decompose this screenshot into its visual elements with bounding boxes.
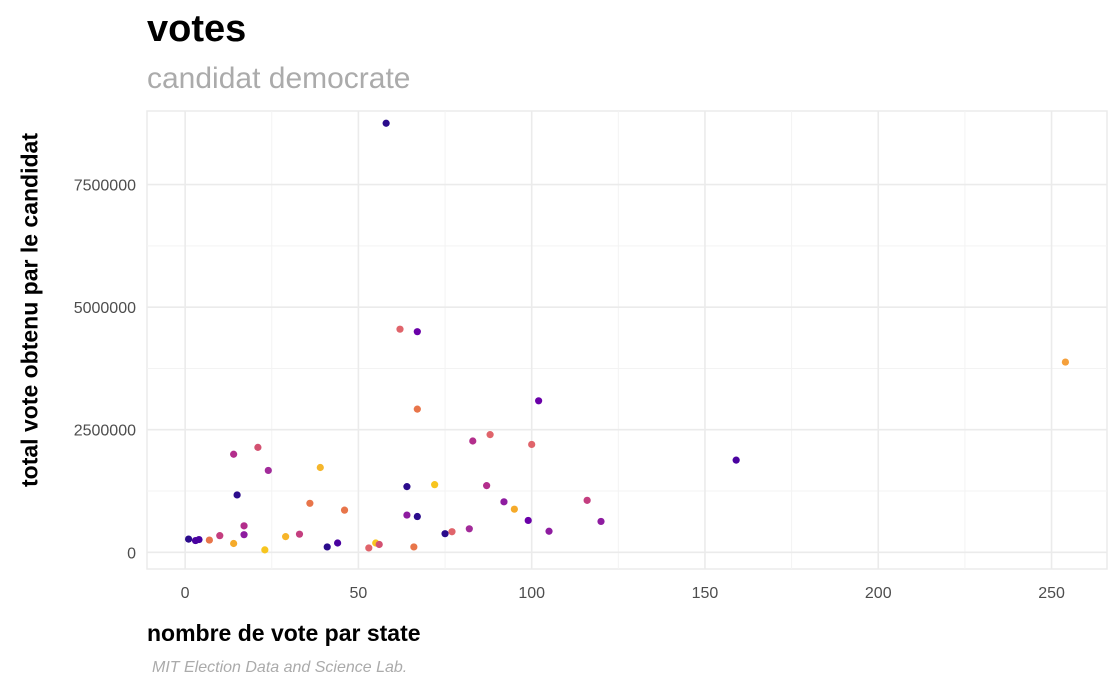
data-point xyxy=(486,431,494,439)
x-tick-label: 100 xyxy=(518,585,545,602)
data-point xyxy=(340,506,349,514)
y-tick-label: 5000000 xyxy=(74,300,136,317)
data-point xyxy=(732,456,740,464)
chart-caption: MIT Election Data and Science Lab. xyxy=(152,659,408,676)
x-axis-label: nombre de vote par state xyxy=(147,620,421,646)
y-tick-label: 2500000 xyxy=(74,423,136,440)
data-point xyxy=(306,499,314,507)
data-point xyxy=(597,517,605,526)
data-point xyxy=(323,543,331,551)
data-point xyxy=(413,328,421,336)
data-point xyxy=(528,440,536,449)
data-points xyxy=(184,119,1070,554)
data-point xyxy=(535,397,543,405)
data-point xyxy=(524,516,532,525)
data-point xyxy=(410,543,418,551)
data-point xyxy=(396,325,404,333)
data-point xyxy=(403,511,411,519)
data-point xyxy=(545,527,553,535)
data-point xyxy=(441,530,449,538)
grid-lines xyxy=(147,111,1107,569)
chart-title: votes xyxy=(147,8,247,50)
data-point xyxy=(216,532,224,540)
x-tick-label: 250 xyxy=(1038,585,1065,602)
data-point xyxy=(261,546,269,554)
data-point xyxy=(230,450,238,458)
data-point xyxy=(230,539,238,548)
x-tick-label: 200 xyxy=(865,585,892,602)
data-point xyxy=(469,437,477,445)
data-point xyxy=(1061,358,1070,366)
data-point xyxy=(583,496,591,504)
data-point xyxy=(205,536,213,544)
data-point xyxy=(240,522,248,530)
data-point xyxy=(282,533,290,541)
data-point xyxy=(413,512,421,521)
x-tick-label: 150 xyxy=(692,585,719,602)
data-point xyxy=(448,528,456,536)
data-point xyxy=(413,405,421,413)
data-point xyxy=(403,483,411,491)
data-point xyxy=(264,466,272,475)
data-point xyxy=(483,482,491,490)
x-axis-ticks: 0 50 100 150 200 250 xyxy=(181,585,1065,602)
data-point xyxy=(465,525,473,533)
data-point xyxy=(382,119,390,127)
chart-subtitle: candidat democrate xyxy=(147,62,411,95)
data-point xyxy=(195,535,203,544)
data-point xyxy=(334,539,342,547)
data-point xyxy=(295,530,304,538)
y-tick-label: 7500000 xyxy=(74,178,136,195)
y-tick-label: 0 xyxy=(127,545,136,562)
y-axis-ticks: 0 2500000 5000000 7500000 xyxy=(74,178,136,563)
data-point xyxy=(431,481,439,489)
data-point xyxy=(375,540,383,549)
data-point xyxy=(500,498,508,506)
x-tick-label: 50 xyxy=(350,585,368,602)
y-axis-label: total vote obtenu par le candidat xyxy=(16,133,43,487)
data-point xyxy=(233,491,241,499)
plot-panel xyxy=(146,110,1108,570)
data-point xyxy=(240,531,248,539)
data-point xyxy=(316,463,324,472)
data-point xyxy=(365,544,373,552)
data-point xyxy=(254,443,262,451)
x-tick-label: 0 xyxy=(181,585,190,602)
data-point xyxy=(510,505,518,513)
data-point xyxy=(184,535,193,543)
